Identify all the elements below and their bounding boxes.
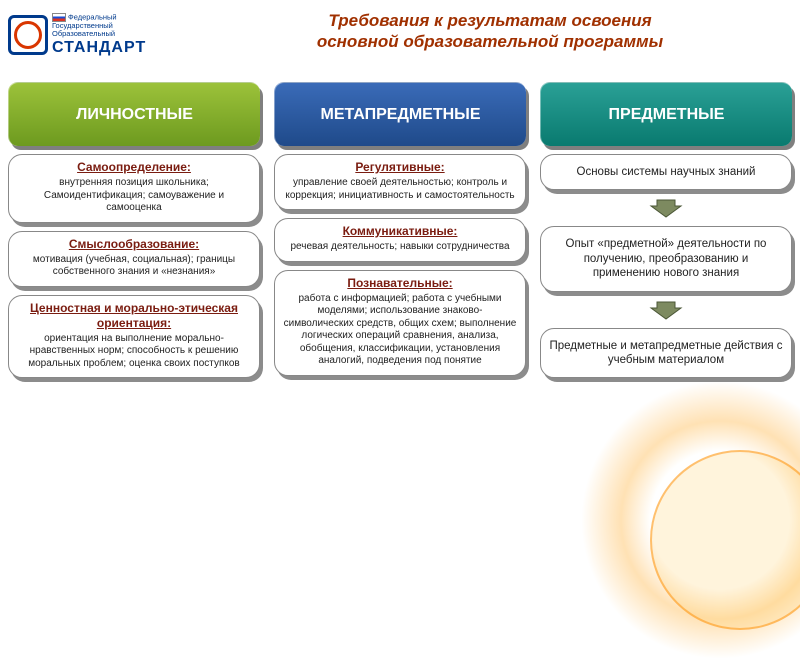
box-head: Ценностная и морально-этическая ориентац…: [17, 301, 251, 331]
category-personal: ЛИЧНОСТНЫЕ: [8, 82, 260, 146]
header: Федеральный Государственный Образователь…: [8, 4, 792, 66]
box-moral-orientation: Ценностная и морально-этическая ориентац…: [8, 295, 260, 379]
box-meaning-making: Смыслообразование: мотивация (учебная, с…: [8, 231, 260, 287]
column-personal: ЛИЧНОСТНЫЕ Самоопределение: внутренняя п…: [8, 82, 260, 594]
fgos-logo: Федеральный Государственный Образователь…: [8, 4, 178, 66]
box-body: внутренняя позиция школьника; Самоиденти…: [44, 177, 224, 213]
box-body: ориентация на выполнение морально-нравст…: [28, 333, 240, 369]
title-line1: Требования к результатам освоения: [188, 10, 792, 31]
title-line2: основной образовательной программы: [188, 31, 792, 52]
box-self-determination: Самоопределение: внутренняя позиция школ…: [8, 154, 260, 223]
column-subject: ПРЕДМЕТНЫЕ Основы системы научных знаний…: [540, 82, 792, 594]
category-subject: ПРЕДМЕТНЫЕ: [540, 82, 792, 146]
box-body: работа с информацией; работа с учебными …: [284, 293, 517, 367]
category-subject-label: ПРЕДМЕТНЫЕ: [609, 106, 725, 124]
category-meta: МЕТАПРЕДМЕТНЫЕ: [274, 82, 526, 146]
logo-mark: [8, 15, 48, 55]
box-subject-experience: Опыт «предметной» деятельности по получе…: [540, 226, 792, 291]
box-head: Познавательные:: [283, 276, 517, 291]
box-body: мотивация (учебная, социальная); границы…: [33, 254, 235, 278]
box-communicative: Коммуникативные: речевая деятельность; н…: [274, 218, 526, 262]
box-body: речевая деятельность; навыки сотрудничес…: [290, 241, 509, 252]
box-head: Регулятивные:: [283, 160, 517, 175]
box-head: Самоопределение:: [17, 160, 251, 175]
box-body: Опыт «предметной» деятельности по получе…: [566, 238, 767, 279]
box-subject-actions: Предметные и метапредметные действия с у…: [540, 328, 792, 379]
columns: ЛИЧНОСТНЫЕ Самоопределение: внутренняя п…: [8, 82, 792, 594]
logo-line3: Образовательный: [52, 29, 115, 38]
box-body: Основы системы научных знаний: [577, 166, 756, 178]
box-head: Коммуникативные:: [283, 224, 517, 239]
category-meta-label: МЕТАПРЕДМЕТНЫЕ: [320, 106, 480, 124]
box-body: управление своей деятельностью; контроль…: [285, 177, 514, 201]
logo-word: СТАНДАРТ: [52, 39, 146, 57]
arrow-down-icon: [649, 300, 683, 320]
category-personal-label: ЛИЧНОСТНЫЕ: [76, 106, 193, 124]
column-meta: МЕТАПРЕДМЕТНЫЕ Регулятивные: управление …: [274, 82, 526, 594]
logo-text: Федеральный Государственный Образователь…: [52, 13, 146, 58]
arrow-down-icon: [649, 198, 683, 218]
box-head: Смыслообразование:: [17, 237, 251, 252]
box-cognitive: Познавательные: работа с информацией; ра…: [274, 270, 526, 376]
box-regulatory: Регулятивные: управление своей деятельно…: [274, 154, 526, 210]
box-science-basics: Основы системы научных знаний: [540, 154, 792, 190]
slide-title: Требования к результатам освоения основн…: [188, 4, 792, 53]
box-body: Предметные и метапредметные действия с у…: [549, 340, 782, 366]
